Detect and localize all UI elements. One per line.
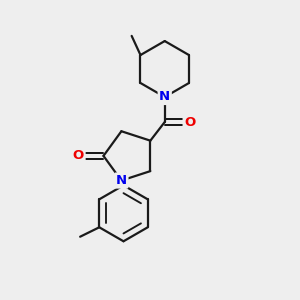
Text: O: O [73, 149, 84, 162]
Text: O: O [184, 116, 195, 128]
Text: N: N [159, 91, 170, 103]
Text: N: N [116, 174, 127, 187]
